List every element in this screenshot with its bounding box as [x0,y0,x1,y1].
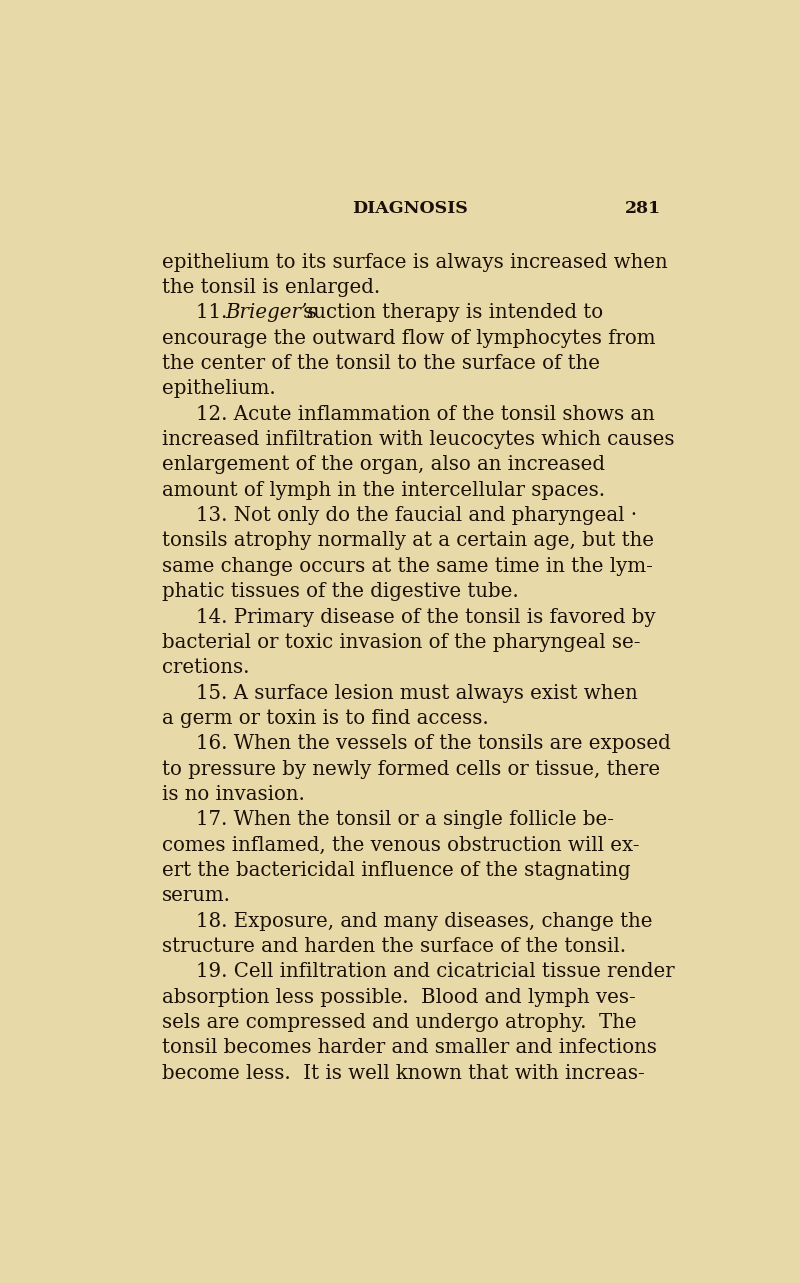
Text: a germ or toxin is to find access.: a germ or toxin is to find access. [162,709,489,727]
Text: increased infiltration with leucocytes which causes: increased infiltration with leucocytes w… [162,430,674,449]
Text: DIAGNOSIS: DIAGNOSIS [352,200,468,217]
Text: is no invasion.: is no invasion. [162,785,305,804]
Text: 15. A surface lesion must always exist when: 15. A surface lesion must always exist w… [196,684,638,703]
Text: 11.: 11. [196,304,234,322]
Text: comes inflamed, the venous obstruction will ex-: comes inflamed, the venous obstruction w… [162,835,639,854]
Text: Brieger’s: Brieger’s [226,304,318,322]
Text: the tonsil is enlarged.: the tonsil is enlarged. [162,278,380,298]
Text: 18. Exposure, and many diseases, change the: 18. Exposure, and many diseases, change … [196,912,653,930]
Text: 13. Not only do the faucial and pharyngeal ·: 13. Not only do the faucial and pharynge… [196,507,638,525]
Text: epithelium.: epithelium. [162,380,276,399]
Text: enlargement of the organ, also an increased: enlargement of the organ, also an increa… [162,455,605,475]
Text: sels are compressed and undergo atrophy.  The: sels are compressed and undergo atrophy.… [162,1014,637,1032]
Text: 16. When the vessels of the tonsils are exposed: 16. When the vessels of the tonsils are … [196,734,671,753]
Text: 12. Acute inflammation of the tonsil shows an: 12. Acute inflammation of the tonsil sho… [196,405,655,423]
Text: tonsils atrophy normally at a certain age, but the: tonsils atrophy normally at a certain ag… [162,531,654,550]
Text: epithelium to its surface is always increased when: epithelium to its surface is always incr… [162,253,668,272]
Text: bacterial or toxic invasion of the pharyngeal se-: bacterial or toxic invasion of the phary… [162,633,641,652]
Text: the center of the tonsil to the surface of the: the center of the tonsil to the surface … [162,354,600,373]
Text: suction therapy is intended to: suction therapy is intended to [297,304,603,322]
Text: 281: 281 [625,200,661,217]
Text: phatic tissues of the digestive tube.: phatic tissues of the digestive tube. [162,582,518,602]
Text: encourage the outward flow of lymphocytes from: encourage the outward flow of lymphocyte… [162,328,655,348]
Text: to pressure by newly formed cells or tissue, there: to pressure by newly formed cells or tis… [162,760,660,779]
Text: absorption less possible.  Blood and lymph ves-: absorption less possible. Blood and lymp… [162,988,636,1007]
Text: ert the bactericidal influence of the stagnating: ert the bactericidal influence of the st… [162,861,630,880]
Text: become less.  It is well known that with increas-: become less. It is well known that with … [162,1064,645,1083]
Text: amount of lymph in the intercellular spaces.: amount of lymph in the intercellular spa… [162,481,605,500]
Text: same change occurs at the same time in the lym-: same change occurs at the same time in t… [162,557,653,576]
Text: serum.: serum. [162,887,231,906]
Text: 14. Primary disease of the tonsil is favored by: 14. Primary disease of the tonsil is fav… [196,608,656,626]
Text: cretions.: cretions. [162,658,250,677]
Text: 19. Cell infiltration and cicatricial tissue render: 19. Cell infiltration and cicatricial ti… [196,962,674,981]
Text: tonsil becomes harder and smaller and infections: tonsil becomes harder and smaller and in… [162,1038,657,1057]
Text: structure and harden the surface of the tonsil.: structure and harden the surface of the … [162,937,626,956]
Text: 17. When the tonsil or a single follicle be-: 17. When the tonsil or a single follicle… [196,811,614,829]
